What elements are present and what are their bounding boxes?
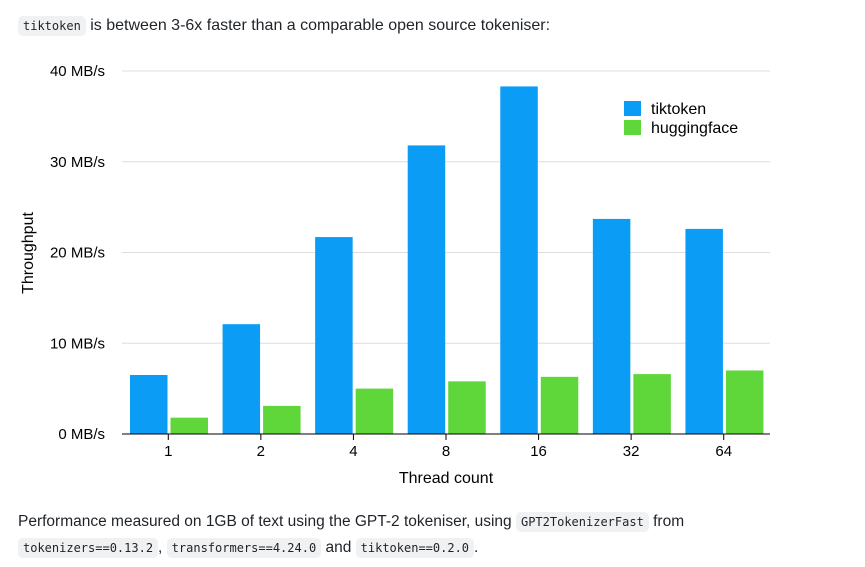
footer-code-tokenizers: tokenizers==0.13.2: [18, 538, 159, 558]
bar-tiktoken-8: [407, 145, 446, 435]
y-tick-label: 30 MB/s: [50, 154, 105, 171]
bar-huggingface-8: [448, 381, 486, 434]
bar-tiktoken-64: [685, 228, 723, 434]
intro-code-tiktoken: tiktoken: [18, 16, 86, 36]
x-tick-label: 32: [623, 443, 640, 460]
y-tick-label: 10 MB/s: [50, 335, 105, 352]
x-axis-ticks: 1 2 4 8 16 32 64: [164, 434, 732, 460]
x-tick-label: 2: [257, 443, 265, 460]
footer-part5: .: [474, 539, 479, 556]
intro-sentence: is between 3-6x faster than a comparable…: [85, 17, 551, 34]
bar-huggingface-2: [263, 405, 301, 434]
y-tick-label: 20 MB/s: [50, 245, 105, 262]
intro-text: tiktoken is between 3-6x faster than a c…: [18, 14, 550, 38]
legend-swatch-huggingface: [624, 120, 641, 135]
footer-code-gpt2tokenizerfast: GPT2TokenizerFast: [515, 512, 649, 532]
bar-tiktoken-1: [130, 375, 168, 434]
chart-legend: tiktoken huggingface: [624, 101, 738, 137]
bar-tiktoken-16: [500, 86, 538, 435]
x-tick-label: 4: [349, 443, 357, 460]
footer-part2: from: [648, 513, 685, 530]
footer-part3: ,: [158, 539, 167, 556]
footer-part4: and: [321, 539, 356, 556]
bar-huggingface-32: [633, 374, 671, 434]
y-tick-label: 0 MB/s: [58, 426, 105, 443]
footer-text: Performance measured on 1GB of text usin…: [18, 509, 684, 561]
bar-tiktoken-32: [592, 218, 631, 434]
footer-part1: Performance measured on 1GB of text usin…: [18, 513, 516, 530]
footer-code-tiktoken: tiktoken==0.2.0: [355, 538, 475, 558]
legend-label-huggingface: huggingface: [651, 120, 738, 137]
y-axis-ticks: 0 MB/s 10 MB/s 20 MB/s 30 MB/s 40 MB/s: [50, 63, 105, 443]
legend-label-tiktoken: tiktoken: [651, 101, 706, 118]
x-tick-label: 16: [530, 443, 547, 460]
bar-tiktoken-2: [222, 324, 261, 434]
chart-bars: [130, 86, 764, 435]
bar-huggingface-16: [540, 376, 579, 434]
x-tick-label: 8: [442, 443, 450, 460]
bar-huggingface-64: [725, 370, 764, 434]
legend-swatch-tiktoken: [624, 101, 641, 116]
y-tick-label: 40 MB/s: [50, 63, 105, 80]
bar-huggingface-1: [170, 417, 208, 434]
x-axis-title: Thread count: [399, 470, 494, 487]
footer-code-transformers: transformers==4.24.0: [166, 538, 322, 558]
bar-huggingface-4: [355, 388, 394, 434]
x-tick-label: 1: [164, 443, 172, 460]
y-axis-title: Throughput: [20, 212, 37, 294]
x-tick-label: 64: [715, 443, 732, 460]
bar-tiktoken-4: [315, 237, 353, 434]
